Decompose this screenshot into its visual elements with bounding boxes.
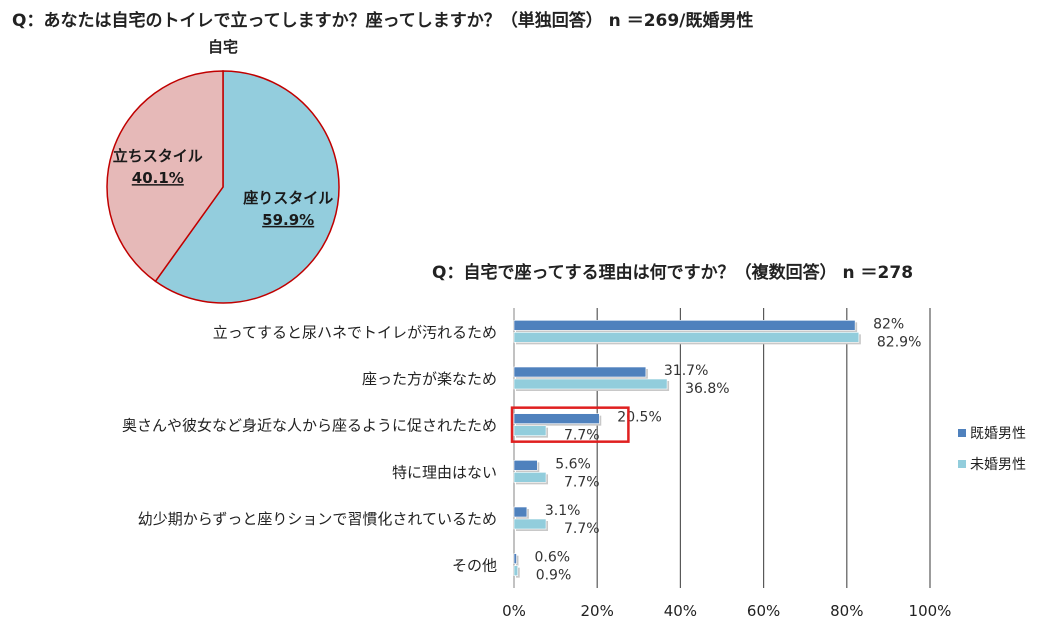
legend-label-0: 既婚男性: [970, 426, 1026, 442]
bar-s1-c1: [513, 378, 668, 390]
data-label-s1-c0: 82.9%: [877, 334, 921, 350]
data-label-s1-c4: 7.7%: [564, 521, 600, 537]
category-label-2: 奥さんや彼女など身近な人から座るように促されたため: [122, 417, 497, 435]
bar-s1-c5: [513, 565, 519, 576]
data-label-s1-c5: 0.9%: [536, 568, 572, 584]
data-label-s0-c3: 5.6%: [555, 456, 591, 472]
x-tick-label-2: 40%: [664, 602, 697, 620]
category-label-4: 幼少期からずっと座りションで習慣化されているため: [138, 510, 497, 528]
bar-s0-c4: [513, 506, 528, 518]
category-label-1: 座った方が楽なため: [362, 370, 497, 388]
bar-s1-c4: [513, 518, 547, 530]
data-label-s0-c4: 3.1%: [545, 503, 581, 519]
data-label-s1-c1: 36.8%: [685, 381, 729, 397]
category-label-5: その他: [452, 557, 497, 575]
category-label-3: 特に理由はない: [392, 463, 497, 481]
legend-swatch-1: [958, 460, 966, 468]
legend-swatch-0: [958, 429, 966, 437]
bar-s1-c0: [513, 332, 860, 343]
bar-s0-c1: [513, 366, 647, 378]
pie-question-title: Q：あなたは自宅のトイレで立ってしますか？座ってしますか？（単独回答） n ＝2…: [12, 11, 754, 31]
bar-s0-c3: [513, 460, 538, 471]
pie-title: 自宅: [208, 38, 238, 56]
x-tick-label-5: 100%: [909, 602, 952, 620]
pie-slice-value-1: 40.1%: [132, 169, 184, 187]
data-label-s1-c2: 7.7%: [564, 428, 600, 444]
data-label-s1-c3: 7.7%: [564, 474, 600, 490]
category-label-0: 立ってすると尿ハネでトイレが汚れるため: [213, 323, 497, 341]
highlight-box: [510, 406, 630, 443]
data-label-s0-c1: 31.7%: [664, 363, 708, 379]
pie-slice-0: [154, 70, 340, 304]
legend-label-1: 未婚男性: [970, 457, 1026, 473]
x-tick-label-0: 0%: [502, 602, 526, 620]
pie-slice-label-0: 座りスタイル: [242, 189, 333, 207]
bar-s0-c5: [513, 553, 517, 564]
pie-slice-value-0: 59.9%: [262, 211, 314, 229]
x-tick-label-4: 80%: [830, 602, 863, 620]
bar-s0-c2: [513, 413, 600, 424]
bar-s0-c0: [513, 320, 856, 331]
bar-s1-c2: [513, 425, 547, 436]
bar-s1-c3: [513, 472, 547, 483]
data-label-s0-c2: 20.5%: [617, 410, 661, 426]
pie-slice-label-1: 立ちスタイル: [113, 147, 203, 165]
x-tick-label-1: 20%: [581, 602, 614, 620]
data-label-s0-c5: 0.6%: [535, 550, 571, 566]
data-label-s0-c0: 82%: [873, 316, 904, 332]
pie-slice-1: [106, 70, 224, 283]
bar-shadow-s0-c5: [516, 555, 519, 566]
x-tick-label-3: 60%: [747, 602, 780, 620]
bar-question-title: Q：自宅で座ってする理由は何ですか？（複数回答） n ＝278: [432, 263, 914, 283]
